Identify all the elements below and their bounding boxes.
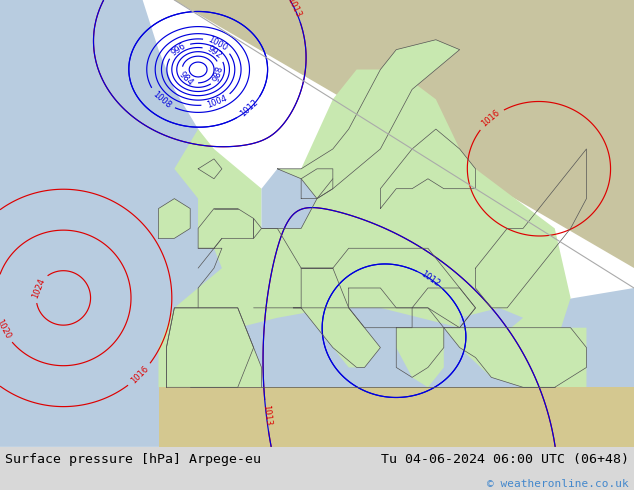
Text: 996: 996	[169, 41, 188, 57]
Polygon shape	[190, 169, 254, 248]
Text: 1012: 1012	[238, 98, 260, 119]
Polygon shape	[396, 328, 444, 387]
Text: 1004: 1004	[205, 94, 228, 110]
Text: Tu 04-06-2024 06:00 UTC (06+48): Tu 04-06-2024 06:00 UTC (06+48)	[381, 453, 629, 466]
Text: 1008: 1008	[151, 89, 172, 110]
Polygon shape	[198, 308, 523, 387]
Polygon shape	[293, 308, 380, 368]
Text: 1013: 1013	[261, 405, 272, 426]
Polygon shape	[198, 159, 222, 179]
Polygon shape	[158, 198, 190, 238]
Text: 1020: 1020	[0, 318, 13, 341]
Text: 984: 984	[178, 70, 195, 87]
Text: 1013: 1013	[285, 0, 303, 19]
Polygon shape	[174, 0, 634, 268]
Text: 1024: 1024	[30, 276, 46, 299]
Polygon shape	[261, 169, 333, 228]
Polygon shape	[460, 308, 523, 338]
Text: 1016: 1016	[129, 365, 150, 386]
Text: 992: 992	[205, 44, 224, 60]
Polygon shape	[0, 0, 634, 447]
Text: © weatheronline.co.uk: © weatheronline.co.uk	[487, 479, 629, 489]
Text: 988: 988	[212, 65, 226, 83]
Polygon shape	[444, 328, 586, 387]
Polygon shape	[158, 70, 571, 387]
Polygon shape	[166, 308, 261, 387]
Text: Surface pressure [hPa] Arpege-eu: Surface pressure [hPa] Arpege-eu	[5, 453, 261, 466]
Polygon shape	[0, 0, 634, 447]
Polygon shape	[278, 40, 460, 198]
Text: 1000: 1000	[207, 35, 229, 52]
Text: 1016: 1016	[480, 108, 502, 129]
Polygon shape	[158, 387, 634, 447]
Text: 1012: 1012	[420, 270, 442, 289]
